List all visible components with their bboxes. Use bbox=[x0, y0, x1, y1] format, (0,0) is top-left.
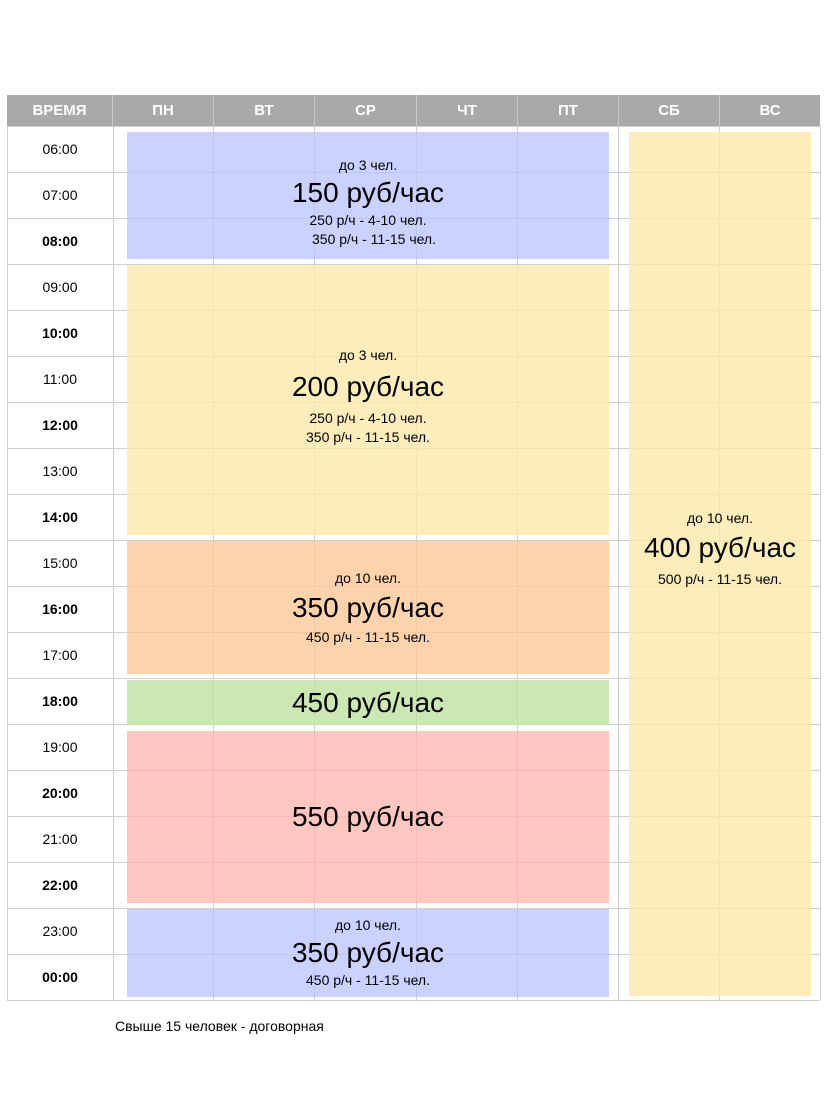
time-label: 22:00 bbox=[42, 877, 78, 893]
price-block-night: до 10 чел. 350 руб/час 450 р/ч - 11-15 ч… bbox=[127, 909, 609, 997]
grid-column-line bbox=[7, 126, 8, 1000]
block-line: 450 р/ч - 11-15 чел. bbox=[306, 972, 430, 988]
footer-note: Свыше 15 человек - договорная bbox=[115, 1018, 324, 1034]
block-note: до 10 чел. bbox=[687, 510, 753, 526]
block-price: 550 руб/час bbox=[291, 801, 445, 832]
block-price: 350 руб/час bbox=[291, 937, 445, 968]
header-mon: ПН bbox=[113, 95, 214, 126]
block-line: 250 р/ч - 4-10 чел. bbox=[309, 409, 427, 426]
grid-row-line bbox=[7, 678, 820, 679]
price-block-evening: 550 руб/час bbox=[127, 731, 609, 903]
time-label: 23:00 bbox=[42, 923, 78, 939]
time-label: 16:00 bbox=[42, 601, 78, 617]
time-label: 13:00 bbox=[42, 463, 78, 479]
time-label: 11:00 bbox=[43, 371, 77, 387]
time-label: 08:00 bbox=[42, 233, 78, 249]
time-label: 20:00 bbox=[42, 785, 78, 801]
price-block-morning: до 3 чел. 150 руб/час 250 р/ч - 4-10 чел… bbox=[127, 132, 609, 259]
block-note: до 10 чел. bbox=[335, 917, 401, 933]
time-label: 18:00 bbox=[42, 693, 78, 709]
time-label: 17:00 bbox=[42, 647, 78, 663]
time-label: 09:00 bbox=[42, 279, 78, 295]
grid-row-line bbox=[7, 126, 820, 127]
block-line: 500 р/ч - 11-15 чел. bbox=[658, 571, 782, 587]
header-thu: ЧТ bbox=[417, 95, 518, 126]
grid-column-line bbox=[618, 126, 619, 1000]
block-price: 200 руб/час bbox=[291, 370, 445, 402]
block-note: до 3 чел. bbox=[338, 157, 398, 173]
time-label: 15:00 bbox=[42, 555, 78, 571]
time-label: 12:00 bbox=[42, 417, 78, 433]
header-sat: СБ bbox=[619, 95, 720, 126]
grid-row-line bbox=[7, 540, 820, 541]
block-price: 450 руб/час bbox=[291, 686, 445, 718]
price-block-day: до 3 чел. 200 руб/час 250 р/ч - 4-10 чел… bbox=[127, 265, 609, 535]
header-fri: ПТ bbox=[518, 95, 619, 126]
time-label: 07:00 bbox=[42, 187, 78, 203]
price-block-evening-peak: 450 руб/час bbox=[127, 680, 609, 725]
block-price: 150 руб/час bbox=[291, 177, 445, 208]
schedule-header: ВРЕМЯ ПН ВТ СР ЧТ ПТ СБ ВС bbox=[7, 95, 820, 126]
time-label: 21:00 bbox=[42, 831, 78, 847]
time-label: 14:00 bbox=[42, 509, 78, 525]
time-label: 06:00 bbox=[42, 141, 78, 157]
grid-row-line bbox=[7, 264, 820, 265]
grid-row-line bbox=[7, 1000, 820, 1001]
time-label: 00:00 bbox=[42, 969, 78, 985]
time-label: 19:00 bbox=[42, 739, 78, 755]
block-price: 350 руб/час bbox=[291, 591, 445, 623]
block-line: 350 р/ч - 11-15 чел. bbox=[306, 428, 430, 445]
block-note: до 3 чел. bbox=[338, 346, 398, 363]
block-line: 350 р/ч - 11-15 чел. bbox=[312, 231, 436, 247]
grid-row-line bbox=[7, 908, 820, 909]
grid-column-line bbox=[820, 126, 821, 1000]
grid-column-line bbox=[113, 126, 114, 1000]
price-block-afternoon: до 10 чел. 350 руб/час 450 р/ч - 11-15 ч… bbox=[127, 541, 609, 674]
header-tue: ВТ bbox=[214, 95, 315, 126]
header-wed: СР bbox=[315, 95, 417, 126]
time-label: 10:00 bbox=[42, 325, 78, 341]
block-line: 250 р/ч - 4-10 чел. bbox=[309, 212, 427, 228]
header-time: ВРЕМЯ bbox=[7, 95, 113, 126]
block-note: до 10 чел. bbox=[335, 569, 401, 586]
block-line: 450 р/ч - 11-15 чел. bbox=[306, 628, 430, 645]
block-price: 400 руб/час bbox=[643, 532, 797, 563]
header-sun: ВС bbox=[720, 95, 820, 126]
price-block-weekend: до 10 чел. 400 руб/час 500 р/ч - 11-15 ч… bbox=[629, 132, 811, 996]
